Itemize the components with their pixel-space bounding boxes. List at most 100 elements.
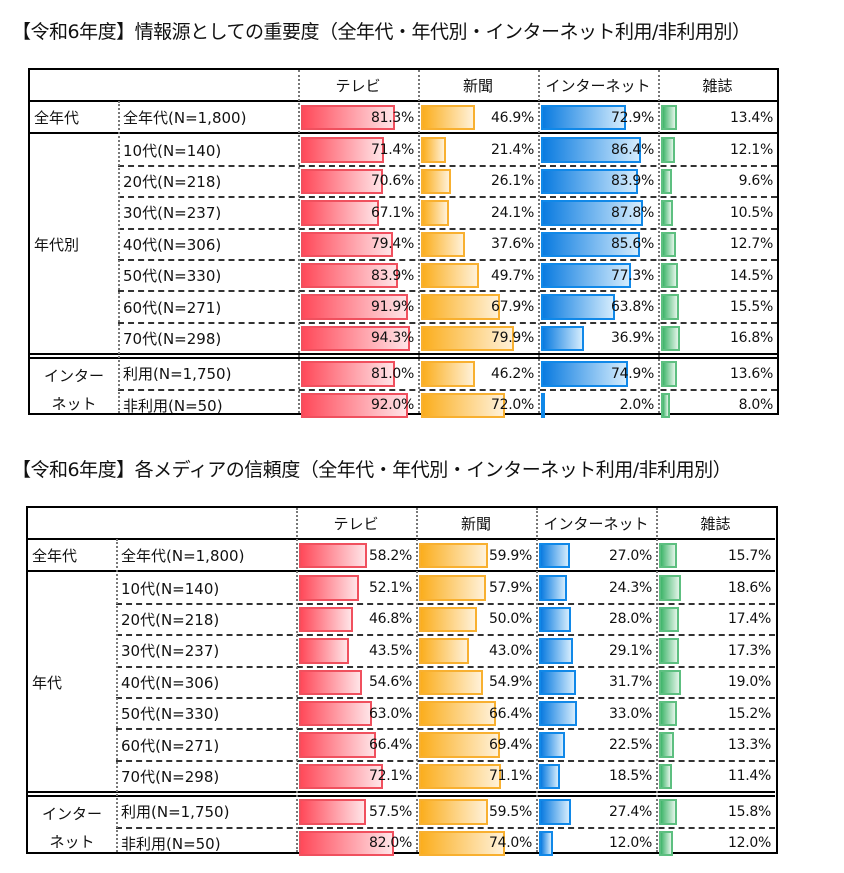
row-label: 70代(N=298) [123, 329, 222, 348]
bar-tv [301, 137, 384, 163]
bar-newspaper [421, 231, 465, 257]
column-divider [118, 101, 120, 413]
table-title-importance: 【令和6年度】情報源としての重要度（全年代・年代別・インターネット利用/非利用別… [12, 21, 751, 43]
row-label: 40代(N=306) [123, 235, 222, 254]
value-cell-magazine: 12.0% [656, 828, 775, 859]
value-label-magazine: 15.7% [728, 547, 771, 564]
bar-magazine [659, 763, 673, 790]
value-cell-magazine: 13.6% [658, 358, 777, 389]
bar-tv [301, 392, 408, 418]
value-cell-magazine: 19.0% [656, 667, 775, 698]
value-label-tv: 71.4% [371, 142, 414, 159]
value-label-tv: 81.3% [371, 109, 414, 126]
bar-newspaper [419, 701, 497, 727]
row-label: 70代(N=298) [121, 767, 220, 786]
value-label-newspaper: 49.7% [491, 267, 534, 284]
value-cell-magazine: 15.2% [656, 698, 775, 729]
value-cell-internet: 27.0% [536, 540, 656, 571]
value-label-newspaper: 79.9% [491, 330, 534, 347]
bar-internet [541, 168, 639, 195]
table-row: 50代(N=330) 63.0% 66.4% 33.0% 15.2% [116, 698, 776, 729]
bar-internet [541, 231, 641, 257]
column-header-newspaper: 新聞 [460, 515, 491, 533]
row-divider [116, 634, 775, 637]
bar-internet [539, 830, 553, 856]
table-row: 70代(N=298) 94.3% 79.9% 36.9% 16.8% [118, 323, 777, 354]
row-label: 20代(N=218) [123, 172, 222, 191]
bar-magazine [659, 799, 678, 825]
value-cell-magazine: 15.7% [656, 540, 775, 571]
column-divider [658, 70, 660, 413]
bar-newspaper [421, 168, 452, 195]
row-label: 30代(N=237) [123, 204, 222, 223]
row-label: 60代(N=271) [123, 298, 222, 317]
table-row: 20代(N=218) 46.8% 50.0% 28.0% 17.4% [116, 604, 776, 635]
value-cell-internet: 83.9% [538, 166, 658, 197]
value-label-internet: 22.5% [609, 737, 652, 754]
value-label-internet: 29.1% [609, 642, 652, 659]
value-cell-internet: 24.3% [536, 572, 656, 603]
bar-magazine [659, 669, 682, 695]
value-cell-magazine: 12.7% [658, 229, 777, 260]
value-cell-newspaper: 43.0% [416, 635, 536, 666]
value-label-tv: 70.6% [371, 173, 414, 190]
value-cell-tv: 66.4% [296, 729, 416, 760]
row-group-label: 年代別 [34, 235, 80, 254]
value-label-magazine: 17.4% [728, 611, 771, 628]
value-cell-tv: 67.1% [298, 197, 418, 228]
value-label-newspaper: 26.1% [491, 173, 534, 190]
bar-internet [541, 325, 584, 352]
bar-magazine [661, 105, 677, 131]
value-label-internet: 74.9% [611, 365, 654, 382]
value-cell-internet: 63.8% [538, 291, 658, 322]
value-label-magazine: 10.5% [730, 204, 773, 221]
value-label-tv: 54.6% [369, 674, 412, 691]
value-cell-newspaper: 24.1% [418, 197, 538, 228]
value-cell-tv: 58.2% [296, 540, 416, 571]
table-row: 全年代(N=1,800) 58.2% 59.9% 27.0% 15.7% [116, 540, 776, 571]
bar-newspaper [419, 543, 489, 569]
column-divider [298, 70, 300, 413]
column-divider [116, 539, 118, 852]
bar-newspaper [419, 606, 477, 633]
column-header-internet: インターネット [545, 77, 651, 95]
value-cell-tv: 72.1% [296, 761, 416, 792]
value-cell-newspaper: 59.9% [416, 540, 536, 571]
value-label-newspaper: 71.1% [489, 768, 532, 785]
header-row: テレビ 新聞 インターネット 雑誌 [28, 508, 776, 539]
row-label: 全年代(N=1,800) [123, 109, 247, 128]
table-row: 30代(N=237) 43.5% 43.0% 29.1% 17.3% [116, 635, 776, 666]
row-divider [118, 196, 777, 199]
bar-tv [299, 732, 377, 758]
bar-internet [539, 732, 566, 758]
value-cell-newspaper: 66.4% [416, 698, 536, 729]
table-row: 70代(N=298) 72.1% 71.1% 18.5% 11.4% [116, 761, 776, 792]
bar-internet [541, 263, 631, 289]
value-cell-magazine: 13.3% [656, 729, 775, 760]
bar-magazine [661, 325, 681, 352]
value-label-newspaper: 50.0% [489, 611, 532, 628]
value-label-tv: 92.0% [371, 397, 414, 414]
value-label-magazine: 13.6% [730, 365, 773, 382]
bar-newspaper [419, 799, 489, 825]
value-label-tv: 91.9% [371, 299, 414, 316]
bar-internet [541, 392, 545, 418]
value-label-internet: 31.7% [609, 674, 652, 691]
bar-tv [301, 294, 408, 320]
value-cell-newspaper: 49.7% [418, 260, 538, 291]
bar-tv [299, 830, 395, 856]
value-label-tv: 58.2% [369, 547, 412, 564]
bar-magazine [659, 575, 681, 601]
bar-internet [539, 763, 561, 790]
column-divider [538, 70, 540, 413]
value-label-magazine: 13.4% [730, 109, 773, 126]
table-row: 10代(N=140) 52.1% 57.9% 24.3% 18.6% [116, 572, 776, 603]
value-cell-newspaper: 26.1% [418, 166, 538, 197]
value-cell-tv: 57.5% [296, 796, 416, 827]
value-label-newspaper: 46.2% [491, 365, 534, 382]
value-cell-tv: 71.4% [298, 134, 418, 165]
bar-magazine [661, 200, 674, 226]
value-cell-internet: 85.6% [538, 229, 658, 260]
bar-newspaper [419, 830, 505, 856]
value-cell-magazine: 16.8% [658, 323, 777, 354]
